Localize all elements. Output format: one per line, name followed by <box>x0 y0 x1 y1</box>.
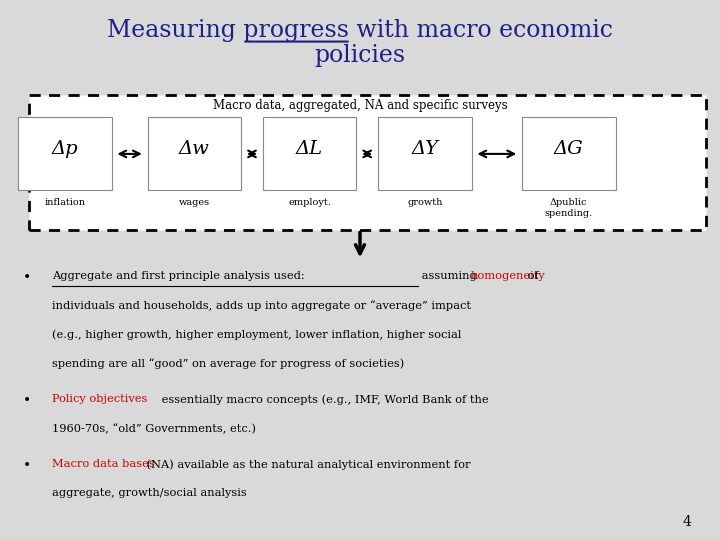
Bar <box>29 94 706 230</box>
Text: ΔY: ΔY <box>411 139 438 158</box>
Text: of: of <box>524 271 539 281</box>
Bar <box>18 118 112 191</box>
Text: assuming: assuming <box>418 271 480 281</box>
Text: Policy objectives: Policy objectives <box>52 394 147 404</box>
Text: Δpublic
spending.: Δpublic spending. <box>544 198 593 218</box>
Text: •: • <box>23 459 31 473</box>
Text: Δw: Δw <box>179 139 210 158</box>
Text: (NA) available as the natural analytical environment for: (NA) available as the natural analytical… <box>143 459 471 470</box>
Text: Macro data bases: Macro data bases <box>52 459 155 469</box>
Text: spending are all “good” on average for progress of societies): spending are all “good” on average for p… <box>52 359 404 369</box>
Text: inflation: inflation <box>45 198 85 207</box>
Text: •: • <box>23 394 31 408</box>
Bar <box>378 118 472 191</box>
Text: ΔG: ΔG <box>554 139 584 158</box>
Bar <box>522 118 616 191</box>
Text: •: • <box>23 271 31 285</box>
Text: (e.g., higher growth, higher employment, lower inflation, higher social: (e.g., higher growth, higher employment,… <box>52 329 462 340</box>
Text: 1960-70s, “old” Governments, etc.): 1960-70s, “old” Governments, etc.) <box>52 423 256 434</box>
Text: Δp: Δp <box>52 139 78 158</box>
Text: Macro data, aggregated, NA and specific surveys: Macro data, aggregated, NA and specific … <box>212 99 508 112</box>
Text: aggregate, growth/social analysis: aggregate, growth/social analysis <box>52 488 246 498</box>
Text: growth: growth <box>407 198 443 207</box>
Text: ΔL: ΔL <box>296 139 323 158</box>
Text: homogeneity: homogeneity <box>470 271 545 281</box>
Text: wages: wages <box>179 198 210 207</box>
Text: Measuring progress with macro economic: Measuring progress with macro economic <box>107 19 613 42</box>
Text: individuals and households, adds up into aggregate or “average” impact: individuals and households, adds up into… <box>52 300 471 311</box>
Text: essentially macro concepts (e.g., IMF, World Bank of the: essentially macro concepts (e.g., IMF, W… <box>158 394 489 405</box>
Text: Aggregate and first principle analysis used:: Aggregate and first principle analysis u… <box>52 271 305 281</box>
Text: policies: policies <box>315 44 405 68</box>
Text: employt.: employt. <box>288 198 331 207</box>
Bar <box>148 118 241 191</box>
Text: 4: 4 <box>683 515 691 529</box>
Bar <box>263 118 356 191</box>
